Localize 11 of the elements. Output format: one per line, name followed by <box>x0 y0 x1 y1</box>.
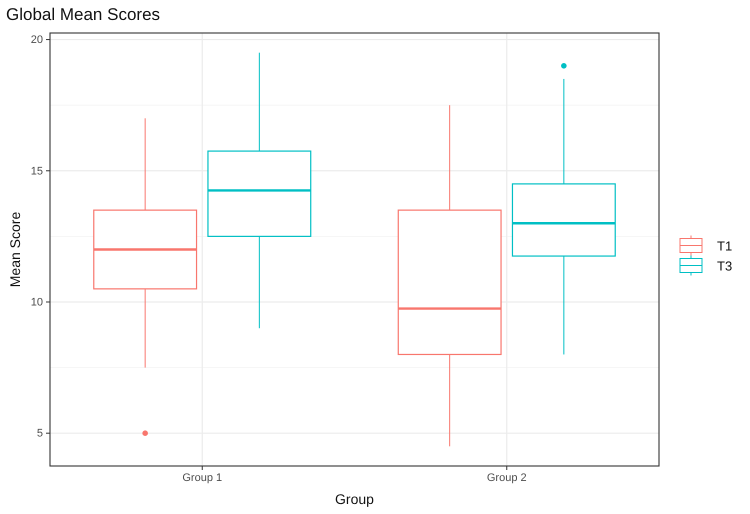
y-tick-label: 10 <box>30 296 43 309</box>
y-tick-label: 5 <box>36 428 43 440</box>
y-tick-label: 15 <box>30 165 43 178</box>
legend-label: T1 <box>717 238 732 254</box>
y-tick-label: 20 <box>30 34 43 46</box>
y-axis-title: Mean Score <box>7 212 23 288</box>
legend-label: T3 <box>717 258 732 274</box>
x-tick-label: Group 2 <box>486 472 527 484</box>
chart-title: Global Mean Scores <box>6 5 160 24</box>
x-tick-label: Group 1 <box>182 472 222 484</box>
x-axis-title: Group <box>335 491 374 507</box>
